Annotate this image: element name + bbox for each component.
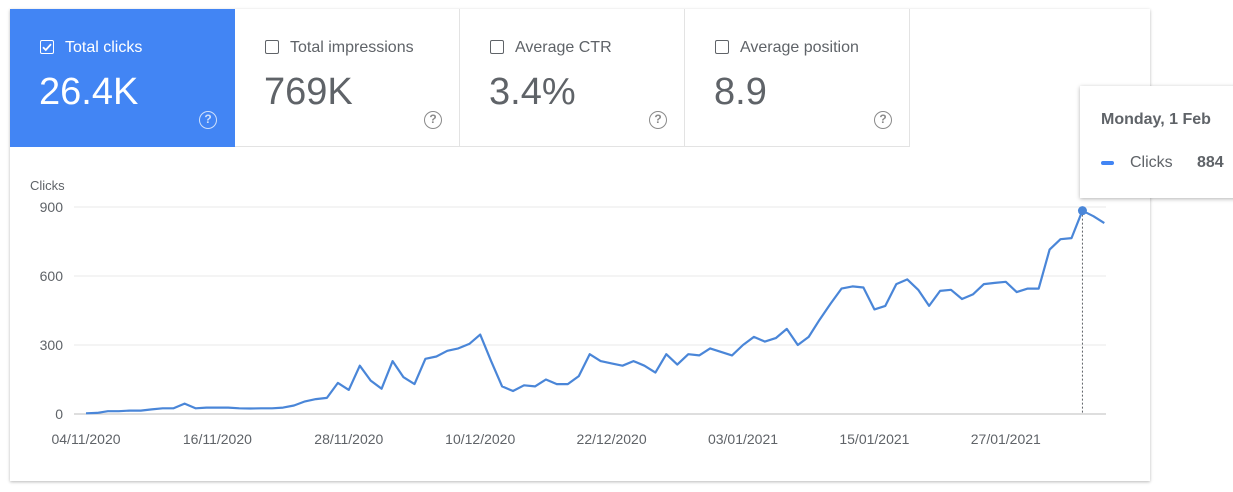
question-circle-icon[interactable]: ? bbox=[199, 111, 217, 129]
metric-label: Total impressions bbox=[290, 39, 414, 56]
performance-card: Total clicks 26.4K ? Total impressions 7… bbox=[10, 9, 1150, 481]
checkbox-checked-icon[interactable] bbox=[40, 40, 54, 54]
checkbox-icon[interactable] bbox=[265, 40, 279, 54]
chart-tooltip: Monday, 1 Feb Clicks 884 bbox=[1080, 86, 1233, 198]
metric-total-clicks[interactable]: Total clicks 26.4K ? bbox=[10, 9, 235, 147]
metric-value: 3.4% bbox=[489, 71, 576, 113]
metric-value: 26.4K bbox=[39, 71, 139, 113]
metric-label: Average position bbox=[740, 39, 859, 56]
metric-label: Average CTR bbox=[515, 39, 612, 56]
metric-average-ctr[interactable]: Average CTR 3.4% ? bbox=[460, 9, 685, 147]
metric-total-impressions[interactable]: Total impressions 769K ? bbox=[235, 9, 460, 147]
question-circle-icon[interactable]: ? bbox=[424, 111, 442, 129]
checkbox-icon[interactable] bbox=[715, 40, 729, 54]
metric-label: Total clicks bbox=[65, 39, 143, 56]
checkbox-icon[interactable] bbox=[490, 40, 504, 54]
tooltip-date: Monday, 1 Feb bbox=[1101, 111, 1211, 128]
metric-value: 8.9 bbox=[714, 71, 767, 113]
tooltip-series-name: Clicks bbox=[1130, 154, 1173, 171]
question-circle-icon[interactable]: ? bbox=[874, 111, 892, 129]
question-circle-icon[interactable]: ? bbox=[649, 111, 667, 129]
metric-average-position[interactable]: Average position 8.9 ? bbox=[685, 9, 910, 147]
tooltip-value: 884 bbox=[1197, 154, 1224, 171]
metric-value: 769K bbox=[264, 71, 353, 113]
series-swatch-icon bbox=[1101, 161, 1114, 165]
